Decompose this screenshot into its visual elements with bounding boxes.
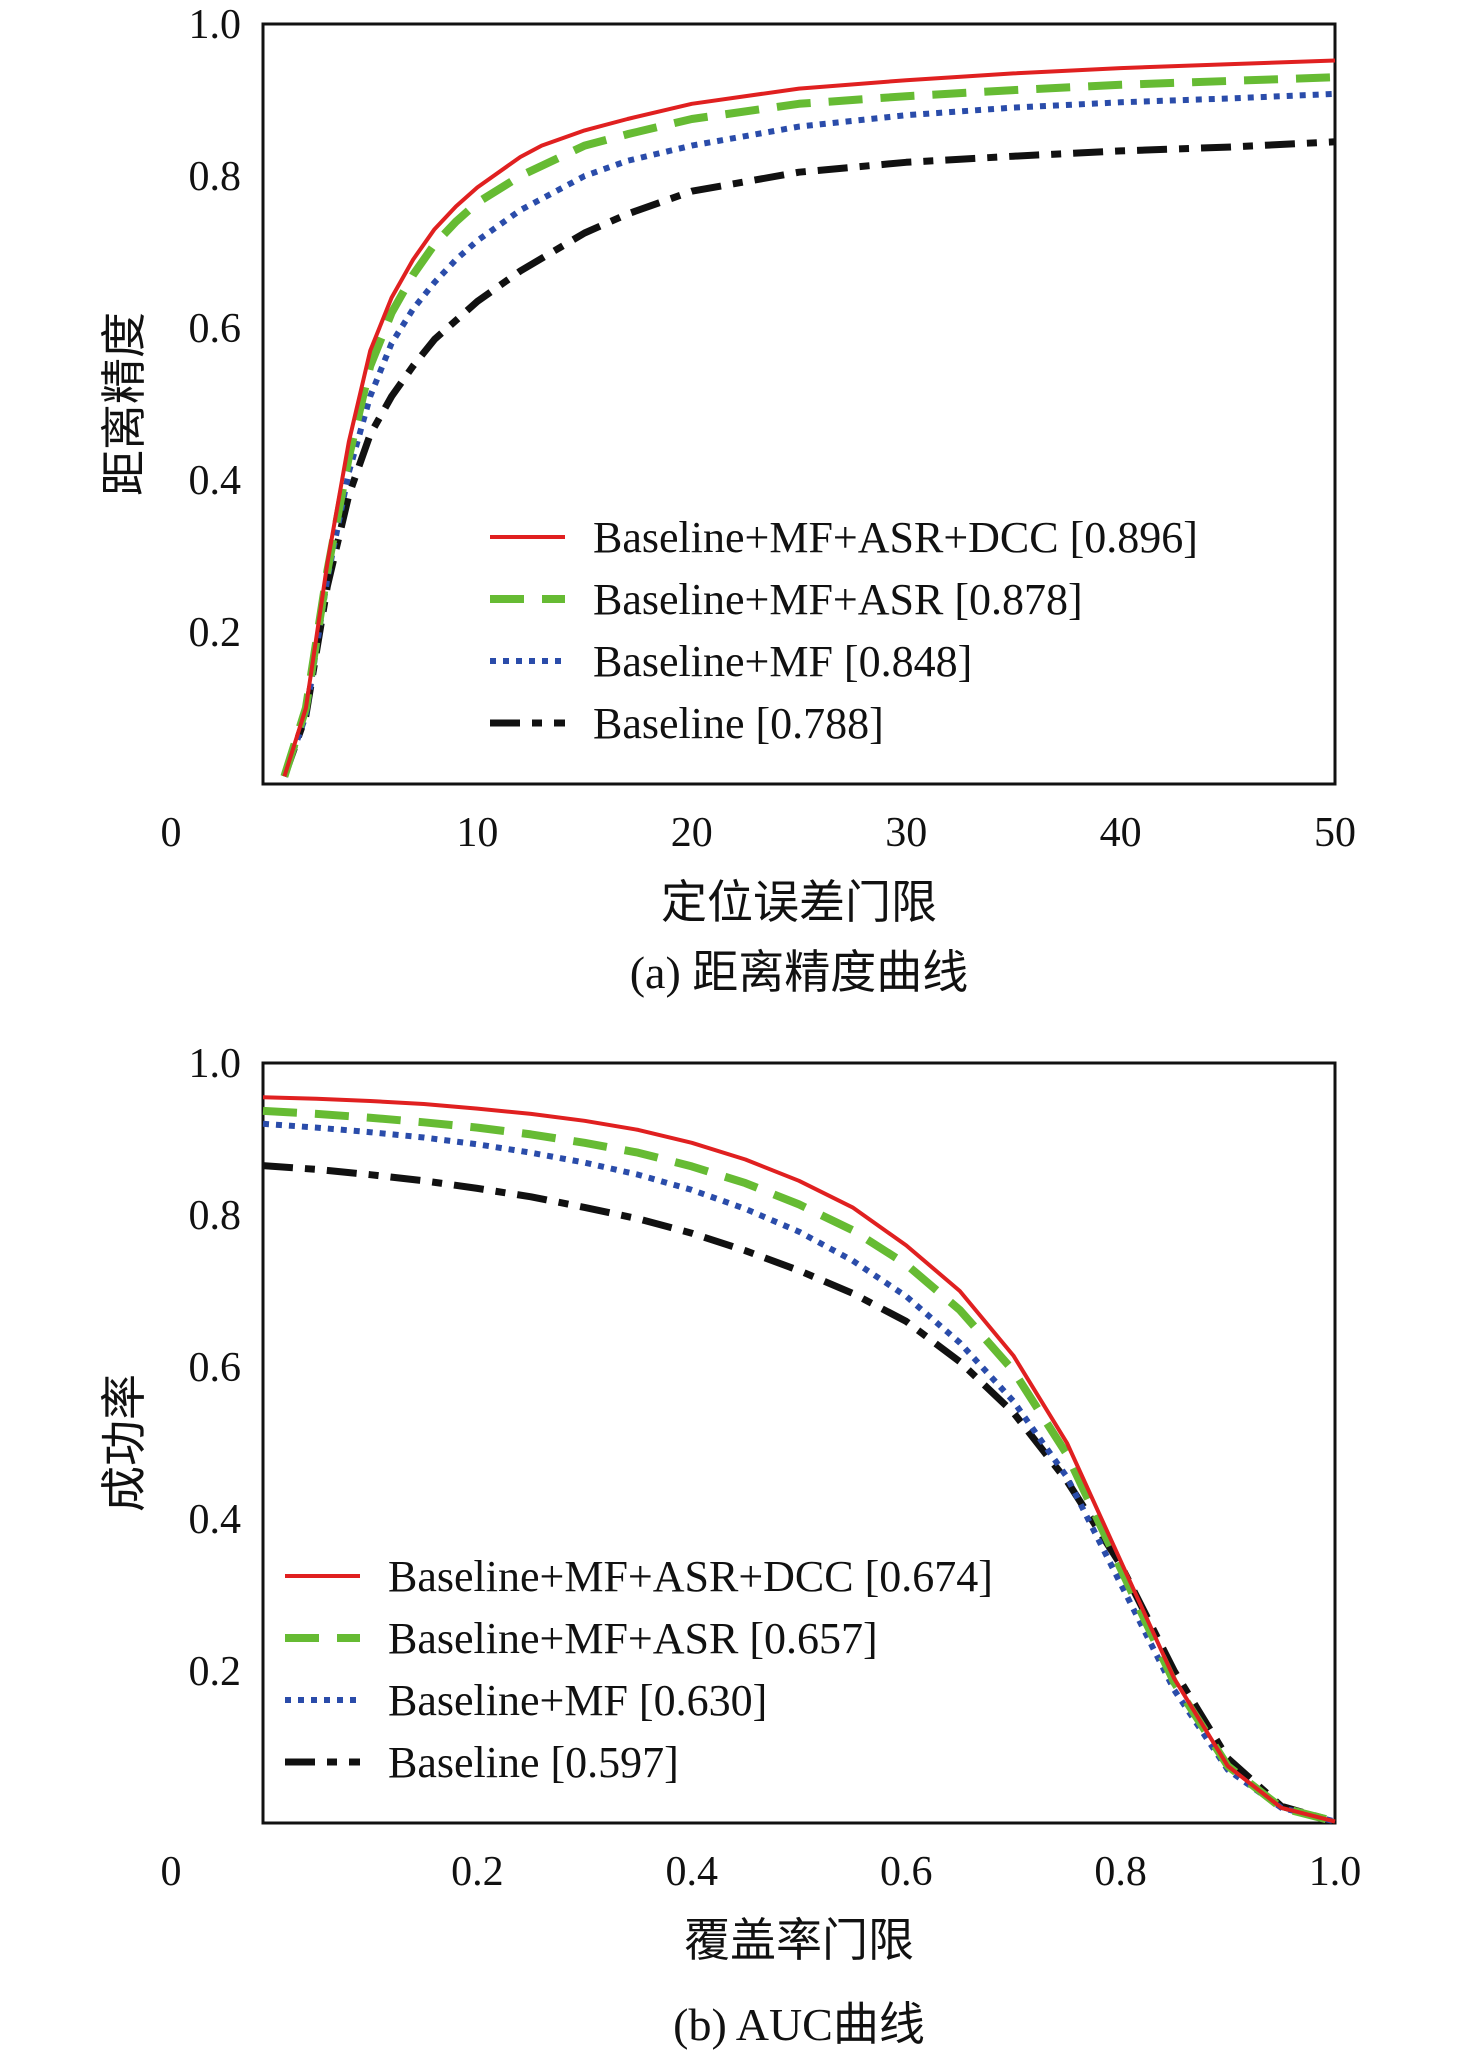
legend-label-b-2: Baseline+MF [0.630] xyxy=(388,1676,767,1725)
caption-b: (b) AUC曲线 xyxy=(673,1999,925,2050)
y-tick-label-a-2: 0.6 xyxy=(189,306,242,352)
x-tick-label-a-5: 50 xyxy=(1314,810,1356,856)
series-line-a-1 xyxy=(280,73,1336,778)
y-tick-label-a-0: 0.2 xyxy=(189,610,242,656)
x-tick-label-a-3: 30 xyxy=(885,810,927,856)
legend-label-a-1: Baseline+MF+ASR [0.878] xyxy=(593,575,1083,624)
caption-a: (a) 距离精度曲线 xyxy=(630,947,969,998)
series-layer-b xyxy=(262,1095,1336,1826)
x-tick-label-a-0: 0 xyxy=(161,810,182,856)
series-line-a-3 xyxy=(281,138,1336,778)
y-tick-label-a-3: 0.8 xyxy=(189,154,242,200)
legend-label-a-3: Baseline [0.788] xyxy=(593,699,884,748)
y-tick-label-b-0: 0.2 xyxy=(189,1649,242,1695)
y-tick-label-a-1: 0.4 xyxy=(189,458,242,504)
x-tick-label-b-4: 0.8 xyxy=(1094,1849,1147,1895)
chart-distance-precision: 0 10 20 30 40 50 0.2 0.4 0.6 0.8 1.0 定位误差门限 距离精度 (… xyxy=(99,2,1356,998)
series-line-b-1 xyxy=(262,1106,1336,1826)
legend-label-a-2: Baseline+MF [0.848] xyxy=(593,637,972,686)
series-line-a-0 xyxy=(282,58,1336,777)
y-tick-label-b-3: 0.8 xyxy=(189,1193,242,1239)
y-tick-label-b-2: 0.6 xyxy=(189,1345,242,1391)
x-tick-label-a-2: 20 xyxy=(671,810,713,856)
tick-layer-b: 0 0.2 0.4 0.6 0.8 1.0 0.2 0.4 0.6 0.8 1.0 xyxy=(161,1041,1362,1895)
x-axis-label-a: 定位误差门限 xyxy=(661,877,937,928)
tick-layer-a: 0 10 20 30 40 50 0.2 0.4 0.6 0.8 1.0 xyxy=(161,2,1357,856)
legend-label-b-1: Baseline+MF+ASR [0.657] xyxy=(388,1614,878,1663)
legend-label-a-0: Baseline+MF+ASR+DCC [0.896] xyxy=(593,513,1198,562)
x-axis-label-b: 覆盖率门限 xyxy=(684,1915,914,1966)
x-tick-label-a-4: 40 xyxy=(1100,810,1142,856)
y-tick-label-a-4: 1.0 xyxy=(189,2,242,48)
y-tick-label-b-1: 0.4 xyxy=(189,1497,242,1543)
legend-label-b-0: Baseline+MF+ASR+DCC [0.674] xyxy=(388,1552,993,1601)
x-tick-label-b-3: 0.6 xyxy=(880,1849,933,1895)
y-axis-label-a: 距离精度 xyxy=(99,312,150,496)
series-layer-a xyxy=(280,58,1336,778)
y-tick-label-b-4: 1.0 xyxy=(189,1041,242,1087)
x-tick-label-b-5: 1.0 xyxy=(1309,1849,1362,1895)
series-line-b-0 xyxy=(262,1095,1336,1824)
x-tick-label-a-1: 10 xyxy=(456,810,498,856)
y-axis-label-b: 成功率 xyxy=(99,1374,150,1512)
x-tick-label-b-1: 0.2 xyxy=(451,1849,504,1895)
plot-frame-a xyxy=(261,22,1337,786)
series-line-b-2 xyxy=(262,1120,1336,1825)
legend-b: Baseline+MF+ASR+DCC [0.674] Baseline+MF+A… xyxy=(285,1552,993,1787)
chart-auc: 0 0.2 0.4 0.6 0.8 1.0 0.2 0.4 0.6 0.8 1.0 覆盖率门限 成功… xyxy=(99,1041,1361,2050)
x-tick-label-b-2: 0.4 xyxy=(666,1849,719,1895)
plot-frame-b xyxy=(261,1061,1337,1825)
legend-a: Baseline+MF+ASR+DCC [0.896] Baseline+MF+A… xyxy=(490,513,1198,748)
legend-label-b-3: Baseline [0.597] xyxy=(388,1738,679,1787)
x-tick-label-b-0: 0 xyxy=(161,1849,182,1895)
